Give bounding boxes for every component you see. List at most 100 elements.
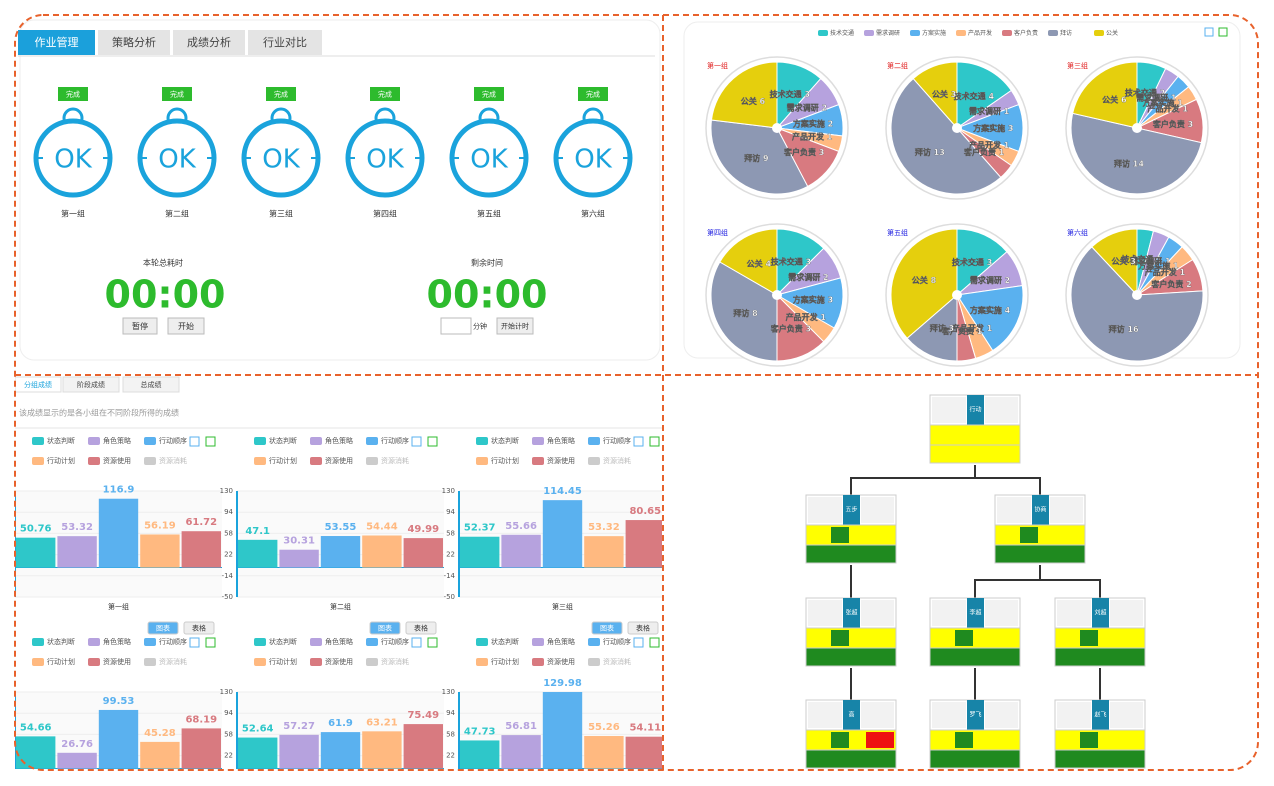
legend-swatch[interactable] [144, 457, 156, 465]
legend-swatch[interactable] [32, 457, 44, 465]
legend-label[interactable]: 资源使用 [547, 657, 575, 666]
legend-swatch[interactable] [88, 658, 100, 666]
button-label[interactable]: 暂停 [132, 321, 148, 331]
toolbox-icon[interactable] [1218, 27, 1228, 37]
legend-swatch[interactable] [254, 457, 266, 465]
legend-label[interactable]: 行动计划 [47, 456, 75, 465]
tab[interactable] [18, 30, 95, 55]
chart-button[interactable] [627, 621, 659, 635]
toolbox-icon[interactable] [1204, 27, 1214, 37]
legend-label[interactable]: 角色策略 [103, 637, 131, 646]
legend-swatch[interactable] [1002, 30, 1012, 36]
score-tab[interactable] [15, 376, 62, 393]
legend-swatch[interactable] [310, 658, 322, 666]
legend-label[interactable]: 资源消耗 [381, 456, 409, 465]
legend-swatch[interactable] [88, 437, 100, 445]
legend-swatch[interactable] [254, 658, 266, 666]
legend-label[interactable]: 资源消耗 [603, 456, 631, 465]
legend-swatch[interactable] [532, 437, 544, 445]
chart-button-label[interactable]: 表格 [192, 624, 206, 633]
legend-label[interactable]: 资源使用 [325, 456, 353, 465]
legend-label[interactable]: 状态判断 [269, 436, 297, 445]
tab-label[interactable]: 成绩分析 [187, 35, 231, 49]
legend-label[interactable]: 方案实施 [922, 29, 946, 37]
legend-label[interactable]: 资源使用 [103, 456, 131, 465]
legend-swatch[interactable] [310, 437, 322, 445]
legend-swatch[interactable] [1048, 30, 1058, 36]
legend-label[interactable]: 状态判断 [47, 436, 75, 445]
legend-label[interactable]: 角色策略 [325, 637, 353, 646]
chart-button[interactable] [369, 621, 401, 635]
legend-swatch[interactable] [476, 638, 488, 646]
legend-swatch[interactable] [144, 638, 156, 646]
tab-label[interactable]: 策略分析 [112, 35, 156, 49]
legend-label[interactable]: 资源使用 [103, 657, 131, 666]
legend-swatch[interactable] [532, 638, 544, 646]
legend-swatch[interactable] [366, 457, 378, 465]
toolbox-icon[interactable] [205, 637, 216, 648]
legend-label[interactable]: 状态判断 [491, 436, 519, 445]
toolbox-icon[interactable] [649, 637, 660, 648]
tab[interactable] [98, 30, 170, 55]
legend-swatch[interactable] [88, 457, 100, 465]
legend-swatch[interactable] [476, 437, 488, 445]
toolbox-icon[interactable] [189, 637, 200, 648]
legend-label[interactable]: 状态判断 [491, 637, 519, 646]
chart-button-label[interactable]: 图表 [378, 624, 392, 633]
chart-button[interactable] [591, 621, 623, 635]
tab[interactable] [173, 30, 245, 55]
legend-swatch[interactable] [366, 437, 378, 445]
legend-label[interactable]: 行动计划 [269, 657, 297, 666]
button[interactable] [496, 317, 534, 335]
toolbox-icon[interactable] [427, 436, 438, 447]
legend-label[interactable]: 行动计划 [491, 456, 519, 465]
legend-swatch[interactable] [254, 437, 266, 445]
tab[interactable] [248, 30, 322, 55]
legend-swatch[interactable] [818, 30, 828, 36]
score-tab[interactable] [122, 376, 180, 393]
chart-button-label[interactable]: 图表 [156, 624, 170, 633]
legend-label[interactable]: 行动顺序 [603, 637, 631, 646]
legend-swatch[interactable] [144, 658, 156, 666]
button-label[interactable]: 开始计时 [501, 322, 529, 331]
legend-label[interactable]: 状态判断 [47, 637, 75, 646]
legend-label[interactable]: 技术交通 [830, 29, 854, 37]
toolbox-icon[interactable] [411, 436, 422, 447]
minutes-input[interactable] [440, 317, 472, 335]
legend-label[interactable]: 角色策略 [547, 436, 575, 445]
button[interactable] [167, 317, 205, 335]
legend-label[interactable]: 产品开发 [968, 29, 992, 37]
legend-label[interactable]: 行动顺序 [159, 436, 187, 445]
toolbox-icon[interactable] [633, 637, 644, 648]
legend-swatch[interactable] [956, 30, 966, 36]
toolbox-icon[interactable] [427, 637, 438, 648]
score-tab-label[interactable]: 阶段成绩 [77, 380, 105, 389]
legend-label[interactable]: 资源消耗 [381, 657, 409, 666]
legend-label[interactable]: 角色策略 [103, 436, 131, 445]
score-tab-label[interactable]: 总成绩 [141, 380, 162, 389]
legend-swatch[interactable] [310, 457, 322, 465]
button[interactable] [122, 317, 158, 335]
legend-label[interactable]: 资源消耗 [603, 657, 631, 666]
legend-swatch[interactable] [532, 658, 544, 666]
legend-swatch[interactable] [144, 437, 156, 445]
legend-label[interactable]: 行动顺序 [381, 637, 409, 646]
legend-label[interactable]: 状态判断 [269, 637, 297, 646]
toolbox-icon[interactable] [633, 436, 644, 447]
legend-label[interactable]: 行动顺序 [603, 436, 631, 445]
toolbox-icon[interactable] [649, 436, 660, 447]
legend-swatch[interactable] [1094, 30, 1104, 36]
legend-label[interactable]: 需求调研 [876, 29, 900, 37]
legend-label[interactable]: 资源消耗 [159, 657, 187, 666]
chart-button-label[interactable]: 图表 [600, 624, 614, 633]
toolbox-icon[interactable] [205, 436, 216, 447]
legend-swatch[interactable] [32, 638, 44, 646]
chart-button[interactable] [147, 621, 179, 635]
legend-swatch[interactable] [310, 638, 322, 646]
legend-label[interactable]: 客户负责 [1014, 29, 1038, 37]
legend-label[interactable]: 拜访 [1060, 29, 1072, 37]
chart-button-label[interactable]: 表格 [414, 624, 428, 633]
legend-label[interactable]: 行动计划 [491, 657, 519, 666]
legend-swatch[interactable] [366, 658, 378, 666]
legend-label[interactable]: 行动顺序 [159, 637, 187, 646]
